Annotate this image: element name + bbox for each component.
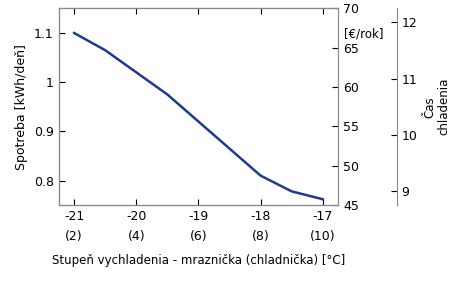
Text: (10): (10) [310,230,336,243]
Y-axis label: Čas
chladenia
[hod./deň]: Čas chladenia [hod./deň] [423,76,451,137]
Y-axis label: Spotreba [kWh/deň]: Spotreba [kWh/deň] [15,44,28,170]
Text: (2): (2) [65,230,83,243]
Text: (8): (8) [252,230,269,243]
X-axis label: Stupeň vychladenia - mraznička (chladnička) [°C]: Stupeň vychladenia - mraznička (chladnič… [52,253,345,267]
Text: [€/rok]: [€/rok] [344,28,383,41]
Text: (6): (6) [189,230,207,243]
Text: (4): (4) [128,230,145,243]
